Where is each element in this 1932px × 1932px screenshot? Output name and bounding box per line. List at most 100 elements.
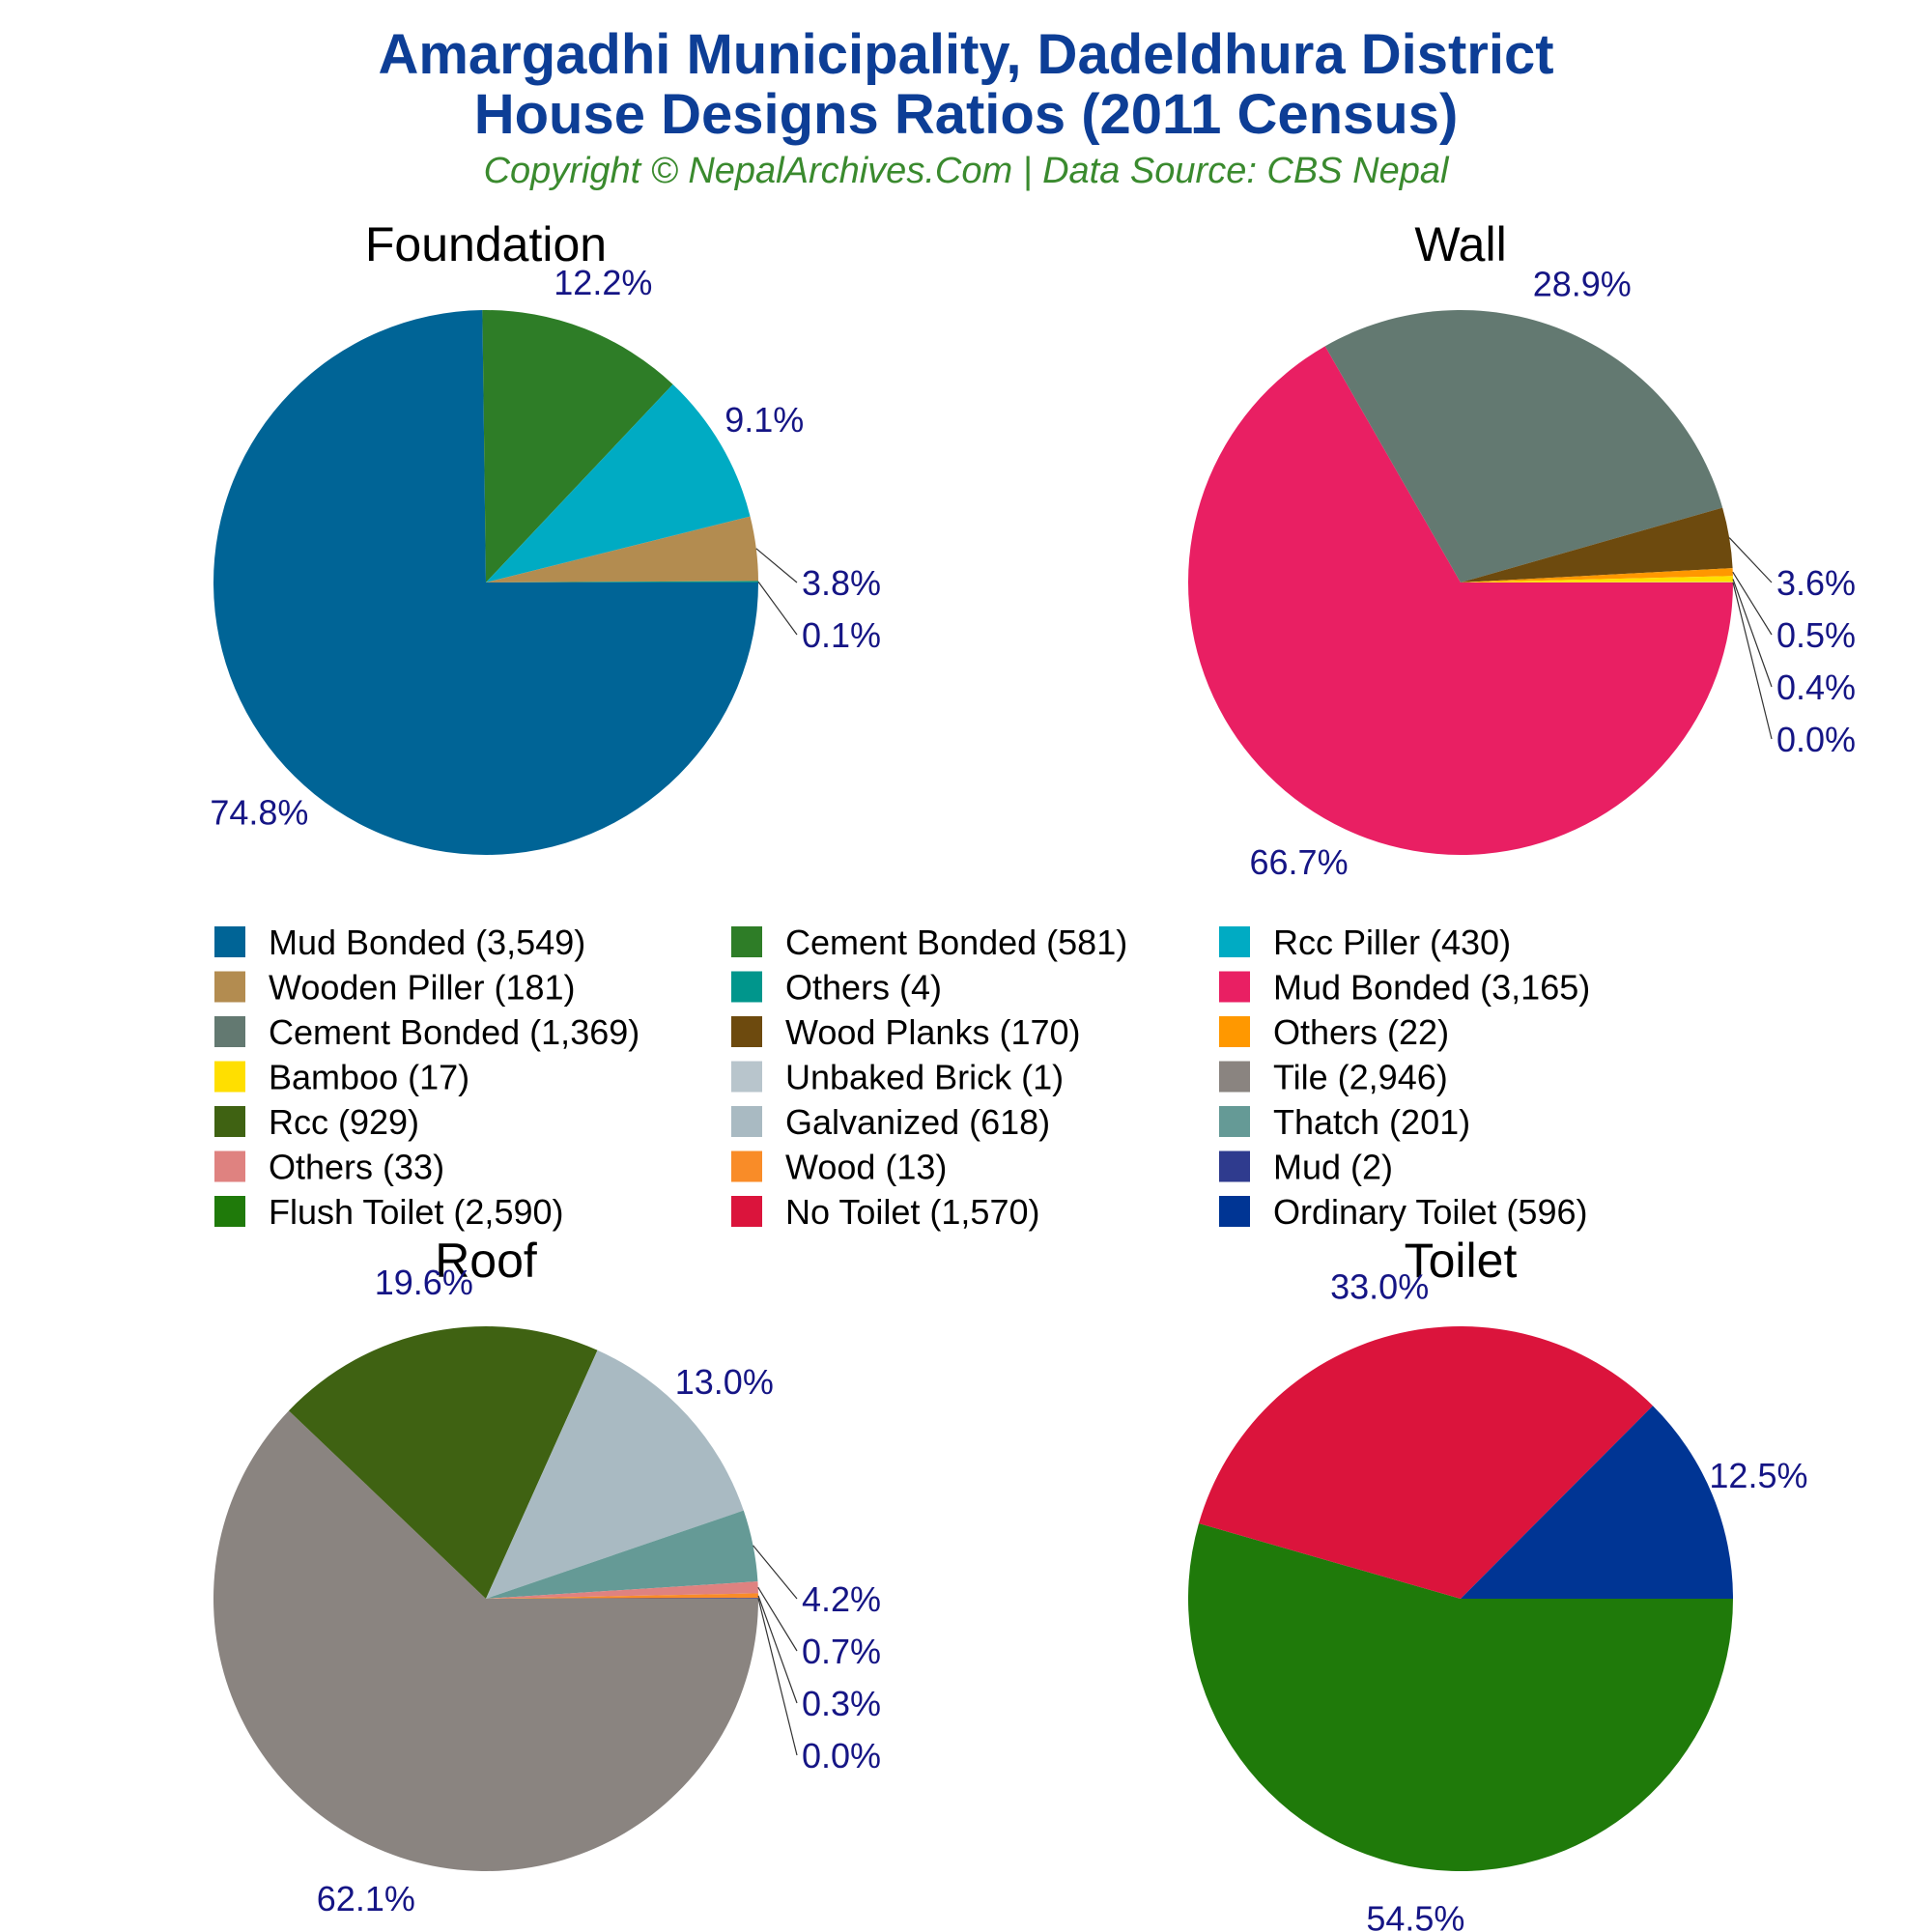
- legend-swatch: [1219, 926, 1250, 957]
- legend-swatch: [214, 926, 245, 957]
- chart-subtitle: Copyright © NepalArchives.Com | Data Sou…: [483, 151, 1449, 191]
- pie-label-wall-cement-bonded: 28.9%: [1533, 265, 1632, 304]
- leader-line-foundation-wooden-piller: [755, 548, 798, 583]
- pie-label-wall-wood-planks: 3.6%: [1776, 563, 1856, 603]
- title-line-2: House Designs Ratios (2011 Census): [473, 83, 1459, 146]
- pie-label-roof-tile: 62.1%: [317, 1879, 415, 1918]
- legend-swatch: [1219, 971, 1250, 1003]
- legend: Mud Bonded (3,549) Cement Bonded (581) Rcc…: [214, 923, 1590, 1232]
- pie-label-toilet-flush-toilet: 54.5%: [1366, 1899, 1464, 1932]
- pie-slice-foundation-rcc-piller: [486, 384, 751, 582]
- pie-slice-roof-tile: [213, 1410, 758, 1871]
- pie-label-wall-mud-bonded: 66.7%: [1250, 842, 1349, 882]
- legend-item-wooden-piller-181: Wooden Piller (181): [214, 968, 576, 1008]
- pie-slice-foundation-wooden-piller: [486, 516, 758, 582]
- legend-label: No Toilet (1,570): [785, 1192, 1039, 1232]
- legend-label: Flush Toilet (2,590): [269, 1192, 564, 1232]
- legend-item-ordinary-toilet-596: Ordinary Toilet (596): [1219, 1192, 1587, 1232]
- legend-swatch: [731, 926, 762, 957]
- legend-label: Mud (2): [1273, 1148, 1393, 1187]
- legend-swatch: [1219, 1061, 1250, 1093]
- leader-line-foundation-others: [757, 581, 798, 636]
- pie-chart-roof: Roof 62.1% 19.6% 13.0% 4.2% 0.7% 0.3% 0.0%: [213, 1234, 881, 1918]
- legend-swatch: [214, 1196, 245, 1227]
- legend-item-cement-bonded-581: Cement Bonded (581): [731, 923, 1127, 962]
- pie-slice-roof-thatch: [486, 1510, 758, 1599]
- pie-chart-wall: Wall 66.7% 28.9% 3.6% 0.5% 0.4% 0.0%: [1188, 217, 1856, 882]
- pie-slice-wall-others: [1461, 568, 1733, 582]
- pie-label-foundation-mud-bonded: 74.8%: [210, 793, 308, 833]
- pie-slice-wall-bamboo: [1461, 576, 1733, 582]
- legend-label: Mud Bonded (3,165): [1273, 968, 1590, 1008]
- pie-slice-toilet-flush-toilet: [1187, 1523, 1733, 1871]
- legend-item-mud-bonded-3-549: Mud Bonded (3,549): [214, 923, 585, 962]
- pie-slice-roof-mud: [486, 1598, 758, 1599]
- pie-label-toilet-ordinary-toilet: 12.5%: [1709, 1456, 1807, 1495]
- legend-swatch: [214, 971, 245, 1003]
- legend-item-wood-planks-170: Wood Planks (170): [731, 1012, 1081, 1052]
- legend-label: Thatch (201): [1273, 1102, 1470, 1142]
- legend-item-others-4: Others (4): [731, 968, 942, 1008]
- pie-slice-foundation-cement-bonded: [482, 310, 673, 582]
- pie-title-wall: Wall: [1414, 217, 1506, 271]
- legend-label: Wood Planks (170): [785, 1012, 1081, 1052]
- legend-item-flush-toilet-2-590: Flush Toilet (2,590): [214, 1192, 564, 1232]
- pie-label-foundation-others: 0.1%: [802, 615, 881, 655]
- legend-label: Unbaked Brick (1): [785, 1058, 1064, 1097]
- pie-slice-wall-wood-planks: [1461, 507, 1733, 582]
- legend-item-rcc-piller-430: Rcc Piller (430): [1219, 923, 1511, 962]
- legend-item-wood-13: Wood (13): [731, 1148, 947, 1187]
- leader-line-roof-mud: [757, 1598, 798, 1756]
- leader-line-wall-wood-planks: [1728, 537, 1773, 583]
- leader-line-wall-others: [1732, 571, 1773, 636]
- legend-swatch: [731, 971, 762, 1003]
- pie-label-roof-thatch: 4.2%: [802, 1579, 881, 1619]
- legend-label: Ordinary Toilet (596): [1273, 1192, 1587, 1232]
- pie-slice-foundation-mud-bonded: [213, 310, 758, 855]
- legend-item-mud-2: Mud (2): [1219, 1148, 1393, 1187]
- pie-label-wall-others: 0.5%: [1776, 615, 1856, 655]
- legend-label: Tile (2,946): [1273, 1058, 1448, 1097]
- legend-label: Rcc Piller (430): [1273, 923, 1511, 962]
- pie-chart-foundation: Foundation 74.8% 12.2% 9.1% 3.8% 0.1%: [210, 217, 881, 855]
- pie-label-roof-others: 0.7%: [802, 1632, 881, 1671]
- pie-label-roof-rcc: 19.6%: [375, 1263, 473, 1302]
- legend-swatch: [1219, 1196, 1250, 1227]
- leader-line-roof-thatch: [753, 1545, 798, 1600]
- pie-slice-roof-galvanized: [486, 1350, 744, 1599]
- legend-swatch: [1219, 1151, 1250, 1182]
- legend-item-no-toilet-1-570: No Toilet (1,570): [731, 1192, 1039, 1232]
- pie-label-wall-bamboo: 0.4%: [1776, 668, 1856, 707]
- pie-chart-toilet: Toilet 54.5% 33.0% 12.5%: [1187, 1234, 1807, 1932]
- pie-slice-toilet-ordinary-toilet: [1461, 1406, 1733, 1599]
- legend-label: Others (4): [785, 968, 942, 1008]
- pie-label-wall-unbaked-brick: 0.0%: [1776, 720, 1856, 759]
- pie-label-roof-wood: 0.3%: [802, 1684, 881, 1723]
- legend-label: Others (22): [1273, 1012, 1449, 1052]
- pie-slice-roof-rcc: [288, 1326, 598, 1599]
- legend-item-unbaked-brick-1: Unbaked Brick (1): [731, 1058, 1064, 1097]
- legend-item-galvanized-618: Galvanized (618): [731, 1102, 1050, 1142]
- pie-label-toilet-no-toilet: 33.0%: [1330, 1267, 1429, 1307]
- legend-swatch: [731, 1196, 762, 1227]
- title-line-1: Amargadhi Municipality, Dadeldhura Distr…: [378, 23, 1554, 86]
- pie-title-foundation: Foundation: [365, 217, 607, 271]
- legend-item-thatch-201: Thatch (201): [1219, 1102, 1470, 1142]
- pie-slice-roof-others: [486, 1581, 758, 1599]
- legend-item-others-22: Others (22): [1219, 1012, 1449, 1052]
- legend-swatch: [1219, 1016, 1250, 1047]
- legend-label: Cement Bonded (581): [785, 923, 1127, 962]
- legend-label: Cement Bonded (1,369): [269, 1012, 639, 1052]
- leader-line-wall-bamboo: [1732, 579, 1773, 688]
- pie-slice-wall-cement-bonded: [1324, 309, 1723, 582]
- legend-swatch: [731, 1151, 762, 1182]
- legend-label: Bamboo (17): [269, 1058, 469, 1097]
- legend-label: Galvanized (618): [785, 1102, 1050, 1142]
- pie-slice-toilet-no-toilet: [1198, 1326, 1654, 1599]
- pie-label-foundation-cement-bonded: 12.2%: [554, 263, 652, 302]
- pie-label-roof-mud: 0.0%: [802, 1736, 881, 1776]
- pie-label-roof-galvanized: 13.0%: [675, 1362, 774, 1402]
- pie-slice-wall-mud-bonded: [1188, 346, 1733, 855]
